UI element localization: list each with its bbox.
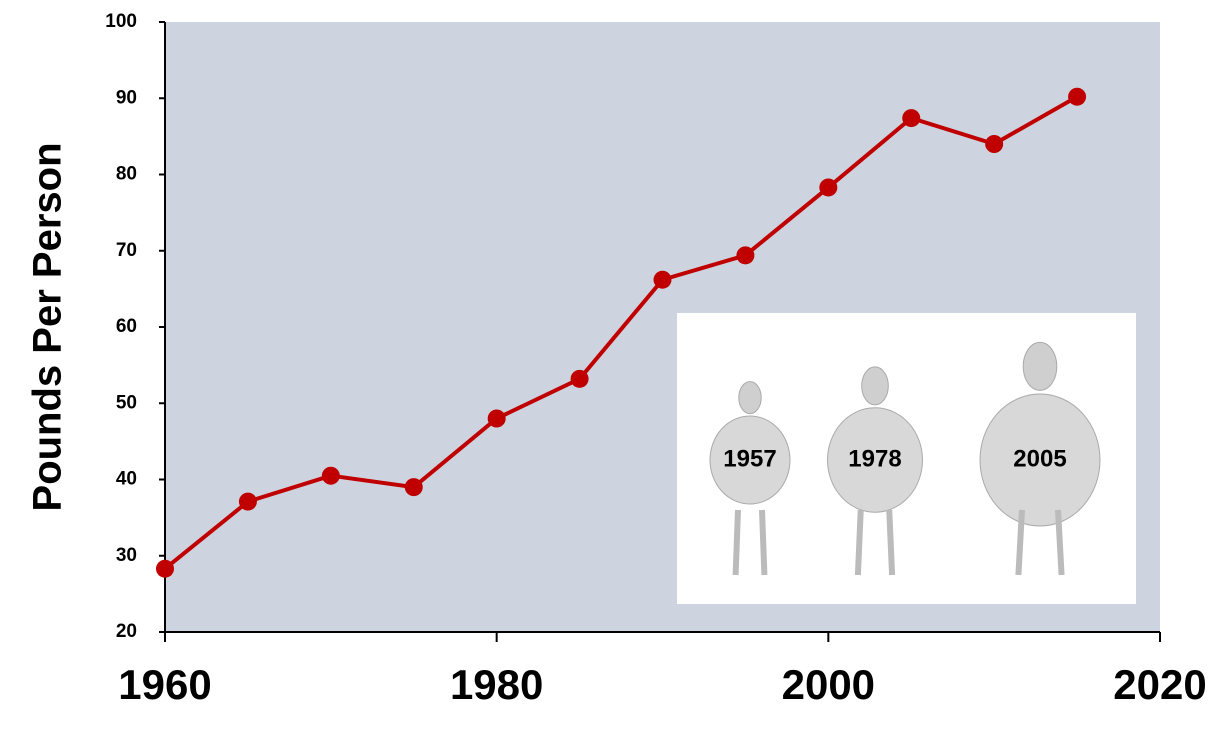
chicken-head: [1022, 341, 1058, 391]
data-point: [985, 135, 1004, 153]
chicken-leg: [854, 509, 864, 576]
y-tick-label: 40: [116, 469, 137, 490]
chicken-body: [709, 415, 791, 505]
inset-label: 1978: [848, 445, 901, 472]
data-line: [163, 94, 1079, 571]
chicken-illustration: [709, 381, 791, 576]
data-point: [487, 409, 506, 428]
chicken-leg: [759, 509, 768, 576]
chicken-leg: [1015, 509, 1025, 576]
x-tick-label: 1960: [118, 661, 211, 708]
chicken-head: [861, 366, 889, 406]
inset-label: 1957: [723, 445, 776, 472]
data-point: [404, 478, 423, 497]
y-tick-label: 20: [116, 621, 137, 642]
data-point: [819, 178, 838, 197]
y-axis-label: Pounds Per Person: [26, 143, 70, 512]
y-tick-label: 60: [116, 316, 137, 337]
chicken-leg: [886, 509, 896, 576]
y-tick-label: 80: [116, 164, 137, 185]
x-tick-label: 2000: [782, 661, 875, 708]
chicken-body: [979, 393, 1101, 527]
data-point: [653, 270, 672, 289]
inset-label: 2005: [1013, 445, 1066, 472]
y-tick-label: 30: [116, 545, 137, 566]
chicken-head: [738, 381, 762, 415]
y-tick-label: 50: [116, 392, 137, 413]
y-tick-label: 70: [116, 240, 137, 261]
data-point: [736, 246, 755, 265]
chicken-illustration: [979, 341, 1101, 576]
data-point: [902, 109, 921, 128]
x-tick-label: 2020: [1113, 661, 1206, 708]
y-tick-label: 90: [116, 87, 137, 108]
chicken-leg: [1055, 509, 1065, 576]
data-point: [321, 466, 340, 485]
chicken-body: [827, 407, 923, 513]
chicken-leg: [732, 509, 741, 576]
data-point: [1068, 87, 1087, 106]
data-point: [238, 492, 257, 511]
x-tick-label: 1980: [450, 661, 543, 708]
inset-image: 1957 1978 2005: [677, 313, 1136, 604]
data-point: [570, 369, 589, 388]
data-point: [156, 559, 174, 578]
chicken-illustration: [827, 366, 923, 576]
y-tick-label: 100: [105, 11, 137, 32]
